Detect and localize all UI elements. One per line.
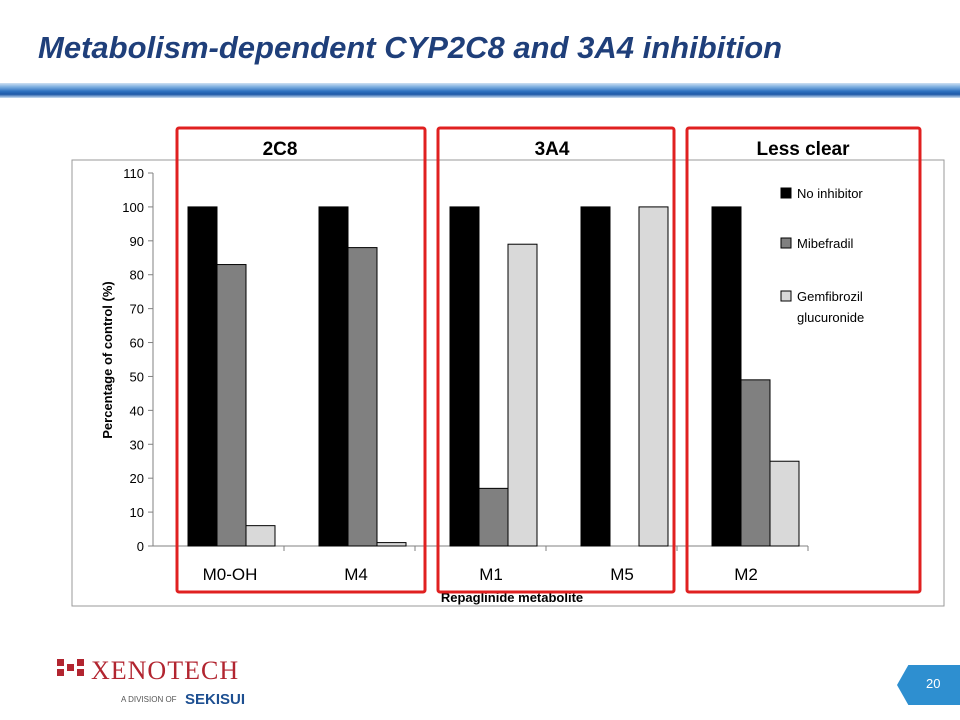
bar (740, 379, 771, 547)
y-tick-label: 110 (123, 166, 144, 181)
y-tick-label: 20 (130, 471, 144, 486)
legend-swatch (780, 290, 792, 302)
x-axis-title: Repaglinide metabolite (441, 590, 583, 605)
y-tick-label: 30 (130, 437, 144, 452)
bar (507, 243, 538, 547)
x-category-label: M4 (344, 565, 368, 584)
bar (216, 264, 247, 547)
y-tick-label: 0 (137, 539, 144, 554)
xenotech-x-mark (57, 659, 84, 676)
page-number: 20 (926, 676, 941, 691)
y-tick-label: 80 (130, 268, 144, 283)
y-tick-label: 10 (130, 505, 144, 520)
y-tick-label: 50 (130, 369, 144, 384)
y-tick-label: 90 (130, 234, 144, 249)
logo-parent-name: SEKISUI (185, 691, 245, 707)
bar (711, 206, 742, 547)
slide-title: Metabolism-dependent CYP2C8 and 3A4 inhi… (38, 30, 783, 65)
y-axis-title: Percentage of control (%) (100, 281, 115, 438)
bar (187, 206, 218, 547)
y-tick-label: 70 (130, 302, 144, 317)
legend-label: glucuronide (797, 310, 864, 325)
bar (347, 247, 378, 547)
legend-swatch (780, 187, 792, 199)
bar (769, 460, 800, 547)
legend-label: Mibefradil (797, 236, 853, 251)
x-category-label: M0-OH (203, 565, 258, 584)
legend-label: No inhibitor (797, 186, 863, 201)
x-category-label: M2 (734, 565, 758, 584)
group-label: Less clear (757, 139, 851, 160)
group-box (436, 126, 676, 594)
bar (376, 542, 407, 547)
x-category-label: M5 (610, 565, 634, 584)
logo-company-name: XENOTECH (91, 656, 239, 685)
legend-label: Gemfibrozil (797, 289, 863, 304)
title-divider-bar (0, 83, 960, 98)
y-tick-label: 40 (130, 403, 144, 418)
bar (318, 206, 349, 547)
y-tick-label: 60 (130, 336, 144, 351)
bar (478, 487, 509, 547)
bar (245, 525, 276, 547)
bar (580, 206, 611, 547)
bar (449, 206, 480, 547)
group-box (685, 126, 922, 594)
xenotech-logo: XENOTECH A DIVISION OF SEKISUI (57, 656, 245, 707)
group-label: 3A4 (535, 139, 570, 160)
y-tick-label: 100 (122, 200, 144, 215)
legend-swatch (780, 237, 792, 249)
group-box (175, 126, 427, 594)
bar (638, 206, 669, 547)
page-number-tab (897, 665, 960, 705)
group-label: 2C8 (263, 139, 298, 160)
x-category-label: M1 (479, 565, 503, 584)
logo-division-text: A DIVISION OF (121, 695, 177, 704)
